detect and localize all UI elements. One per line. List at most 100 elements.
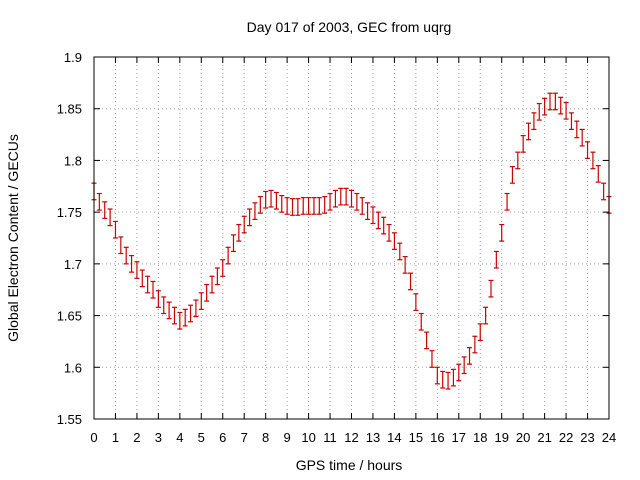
x-tick-label: 8 (262, 430, 269, 445)
data-point (386, 223, 392, 242)
gec-series (91, 92, 612, 390)
data-point (236, 223, 242, 242)
data-point (526, 122, 532, 141)
data-point (257, 196, 263, 214)
x-tick-label: 2 (133, 430, 140, 445)
data-point (182, 308, 188, 327)
y-axis-label: Global Electron Content / GECUs (5, 134, 21, 342)
data-point (370, 206, 376, 225)
data-point (434, 366, 440, 385)
data-point (418, 312, 424, 331)
x-tick-label: 23 (580, 430, 594, 445)
data-point (188, 304, 194, 323)
data-point (134, 261, 140, 279)
data-point (509, 166, 515, 184)
plot-frame (93, 56, 610, 420)
data-point (563, 101, 569, 120)
data-point (177, 311, 183, 330)
data-point (515, 151, 521, 170)
data-point (349, 189, 354, 208)
data-point (397, 242, 403, 261)
x-axis-label: GPS time / hours (296, 457, 403, 473)
data-point (112, 220, 118, 239)
data-point (145, 275, 151, 294)
y-tick-label: 1.6 (64, 360, 82, 375)
data-point (429, 350, 435, 368)
data-point (547, 92, 553, 111)
data-point (230, 234, 236, 253)
data-point (472, 335, 478, 354)
data-point (445, 371, 451, 390)
data-point (467, 347, 473, 365)
data-point (381, 216, 387, 235)
data-point (123, 246, 129, 265)
x-tick-label: 1 (112, 430, 119, 445)
data-point (542, 97, 548, 116)
x-tick-label: 19 (494, 430, 508, 445)
x-tick-label: 12 (344, 430, 358, 445)
x-tick-label: 14 (387, 430, 401, 445)
data-point (440, 370, 446, 389)
chart-title: Day 017 of 2003, GEC from uqrg (247, 19, 452, 35)
data-point (166, 301, 172, 320)
data-point (161, 296, 167, 315)
data-point (322, 196, 328, 214)
data-point (220, 259, 226, 277)
x-tick-label: 4 (176, 430, 183, 445)
data-point (273, 191, 279, 210)
data-point (488, 279, 494, 298)
y-tick-label: 1.8 (64, 153, 82, 168)
data-point (461, 356, 467, 375)
y-tick-label: 1.65 (57, 309, 82, 324)
data-point (402, 256, 408, 274)
x-tick-label: 6 (219, 430, 226, 445)
data-point (204, 283, 210, 302)
data-point (268, 189, 274, 208)
y-tick-label: 1.7 (64, 257, 82, 272)
data-point (536, 102, 542, 121)
data-point (601, 182, 607, 201)
x-tick-label: 10 (301, 430, 315, 445)
data-point (96, 192, 102, 211)
data-point (263, 190, 269, 209)
data-point (552, 92, 558, 111)
x-tick-label: 22 (559, 430, 573, 445)
data-point (171, 306, 177, 325)
x-tick-label: 0 (90, 430, 97, 445)
x-tick-label: 13 (366, 430, 380, 445)
axis-ticks: 0 1 2 3 4 5 6 7 8 9 10 11 12 13 14 15 16 17 18 19 20 21 22 23 24… (57, 50, 617, 445)
data-point (284, 197, 290, 215)
data-point (531, 112, 537, 130)
y-tick-label: 1.85 (57, 102, 82, 117)
data-point (198, 292, 204, 310)
data-point (306, 197, 312, 215)
x-tick-label: 24 (602, 430, 616, 445)
data-point (499, 223, 505, 242)
data-point (295, 198, 301, 216)
data-point (209, 275, 215, 294)
data-point (225, 246, 231, 265)
data-point (424, 331, 430, 350)
data-point (129, 254, 135, 273)
y-tick-label: 1.9 (64, 50, 82, 65)
data-point (574, 120, 580, 139)
x-tick-label: 18 (473, 430, 487, 445)
data-point (252, 202, 258, 220)
data-point (477, 323, 483, 341)
data-point (118, 236, 124, 255)
x-tick-label: 7 (241, 430, 248, 445)
x-tick-label: 21 (537, 430, 551, 445)
x-tick-label: 16 (430, 430, 444, 445)
data-point (408, 272, 414, 291)
data-point (155, 290, 161, 308)
data-point (568, 112, 574, 130)
x-tick-label: 17 (452, 430, 466, 445)
data-point (391, 232, 397, 250)
x-tick-label: 20 (516, 430, 530, 445)
data-point (289, 198, 295, 216)
data-point (279, 194, 285, 213)
data-point (579, 128, 585, 147)
x-tick-label: 9 (284, 430, 291, 445)
y-tick-label: 1.55 (57, 412, 82, 427)
data-point (241, 215, 247, 234)
